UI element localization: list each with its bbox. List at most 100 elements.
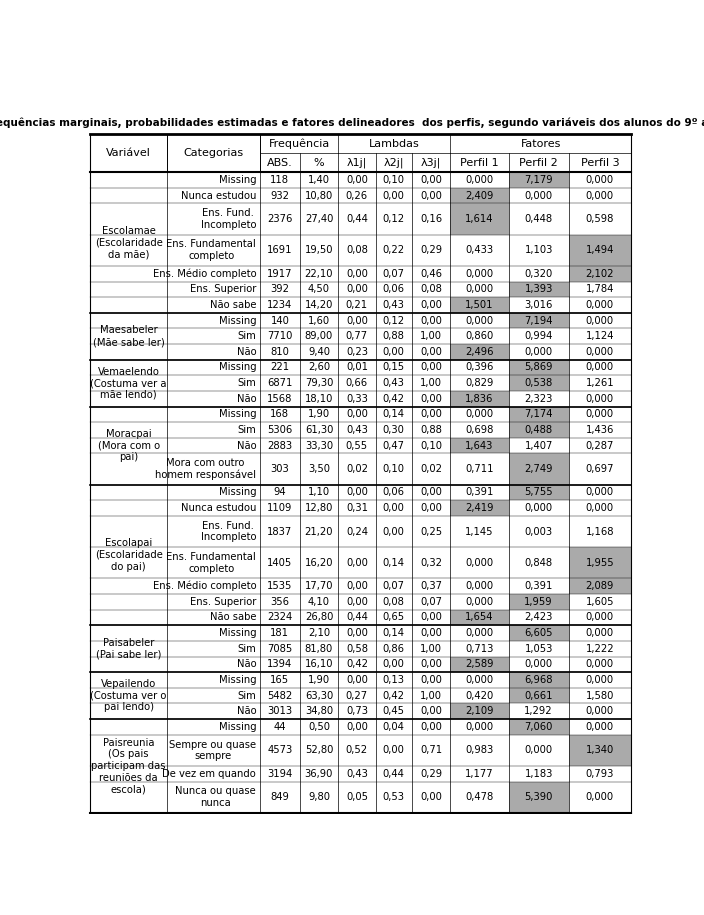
Text: 2,323: 2,323 bbox=[524, 393, 553, 404]
Text: Sim: Sim bbox=[237, 378, 256, 388]
Text: 1405: 1405 bbox=[268, 558, 292, 568]
Text: 1,90: 1,90 bbox=[308, 409, 330, 419]
Text: 0,000: 0,000 bbox=[465, 316, 494, 326]
Text: 2,10: 2,10 bbox=[308, 628, 330, 638]
Text: 2376: 2376 bbox=[267, 214, 292, 224]
Text: 0,08: 0,08 bbox=[383, 597, 405, 607]
Text: Missing: Missing bbox=[218, 175, 256, 185]
Text: 61,30: 61,30 bbox=[305, 425, 333, 435]
Text: 0,00: 0,00 bbox=[420, 409, 442, 419]
Text: Missing: Missing bbox=[218, 675, 256, 685]
Text: 1,90: 1,90 bbox=[308, 675, 330, 685]
Text: Moracpai
(Mora com o
pai): Moracpai (Mora com o pai) bbox=[98, 429, 160, 462]
Bar bbox=[509, 625, 569, 640]
Text: 0,00: 0,00 bbox=[420, 612, 442, 622]
Text: 0,000: 0,000 bbox=[586, 347, 614, 357]
Text: Missing: Missing bbox=[218, 722, 256, 732]
Text: 0,44: 0,44 bbox=[383, 769, 405, 779]
Text: 6,605: 6,605 bbox=[524, 628, 553, 638]
Text: 0,00: 0,00 bbox=[420, 503, 442, 513]
Text: 2,423: 2,423 bbox=[524, 612, 553, 622]
Bar bbox=[509, 313, 569, 328]
Text: 0,12: 0,12 bbox=[383, 214, 405, 224]
Text: 1,103: 1,103 bbox=[524, 245, 553, 255]
Text: 7,174: 7,174 bbox=[524, 409, 553, 419]
Text: 6871: 6871 bbox=[267, 378, 292, 388]
Bar bbox=[509, 594, 569, 609]
Text: 0,433: 0,433 bbox=[465, 245, 494, 255]
Text: 0,02: 0,02 bbox=[346, 464, 368, 474]
Text: 4573: 4573 bbox=[268, 746, 292, 755]
Text: 1568: 1568 bbox=[267, 393, 292, 404]
Text: 7,194: 7,194 bbox=[524, 316, 553, 326]
Text: 2883: 2883 bbox=[268, 441, 292, 450]
Text: 1109: 1109 bbox=[267, 503, 292, 513]
Text: 0,32: 0,32 bbox=[420, 558, 442, 568]
Text: 0,000: 0,000 bbox=[586, 612, 614, 622]
Text: 7085: 7085 bbox=[268, 644, 292, 653]
Text: 0,000: 0,000 bbox=[586, 792, 614, 802]
Text: 1,053: 1,053 bbox=[524, 644, 553, 653]
Text: 1,124: 1,124 bbox=[586, 331, 614, 341]
Text: λ2j|: λ2j| bbox=[384, 157, 404, 168]
Text: 0,86: 0,86 bbox=[383, 644, 405, 653]
Text: 0,000: 0,000 bbox=[586, 409, 614, 419]
Text: 0,30: 0,30 bbox=[383, 425, 405, 435]
Text: 0,00: 0,00 bbox=[420, 175, 442, 185]
Text: Mora com outro
homem responsável: Mora com outro homem responsável bbox=[155, 458, 256, 480]
Bar bbox=[450, 704, 509, 719]
Text: 1,40: 1,40 bbox=[308, 175, 330, 185]
Text: 34,80: 34,80 bbox=[305, 706, 333, 716]
Bar bbox=[509, 172, 569, 188]
Text: 0,000: 0,000 bbox=[524, 660, 553, 670]
Text: 21,20: 21,20 bbox=[305, 526, 333, 536]
Text: λ1j|: λ1j| bbox=[347, 157, 367, 168]
Text: 118: 118 bbox=[270, 175, 289, 185]
Text: 0,00: 0,00 bbox=[346, 269, 368, 279]
Text: 3194: 3194 bbox=[268, 769, 292, 779]
Text: 27,40: 27,40 bbox=[305, 214, 333, 224]
Text: 0,00: 0,00 bbox=[420, 347, 442, 357]
Text: 1,222: 1,222 bbox=[586, 644, 614, 653]
Text: 2,589: 2,589 bbox=[465, 660, 494, 670]
Bar bbox=[569, 547, 631, 578]
Text: 0,00: 0,00 bbox=[420, 316, 442, 326]
Text: 1,654: 1,654 bbox=[465, 612, 494, 622]
Bar bbox=[569, 578, 631, 594]
Bar bbox=[509, 781, 569, 813]
Text: Não: Não bbox=[237, 660, 256, 670]
Bar bbox=[450, 203, 509, 234]
Text: 165: 165 bbox=[270, 675, 289, 685]
Text: Frequência: Frequência bbox=[268, 139, 329, 149]
Text: 0,43: 0,43 bbox=[346, 425, 368, 435]
Text: Não: Não bbox=[237, 393, 256, 404]
Text: 1,261: 1,261 bbox=[586, 378, 614, 388]
Text: 1,614: 1,614 bbox=[465, 214, 494, 224]
Text: 1535: 1535 bbox=[267, 581, 292, 591]
Text: 17,70: 17,70 bbox=[305, 581, 333, 591]
Text: 22,10: 22,10 bbox=[305, 269, 333, 279]
Text: 0,538: 0,538 bbox=[524, 378, 553, 388]
Text: 0,000: 0,000 bbox=[465, 558, 494, 568]
Text: 0,000: 0,000 bbox=[465, 628, 494, 638]
Text: 0,71: 0,71 bbox=[420, 746, 442, 755]
Text: 0,000: 0,000 bbox=[586, 660, 614, 670]
Text: 932: 932 bbox=[270, 190, 289, 200]
Text: 18,10: 18,10 bbox=[305, 393, 333, 404]
Text: Variável: Variável bbox=[106, 148, 151, 158]
Text: 0,00: 0,00 bbox=[420, 675, 442, 685]
Text: 0,000: 0,000 bbox=[586, 503, 614, 513]
Text: 0,01: 0,01 bbox=[346, 362, 368, 372]
Text: 0,24: 0,24 bbox=[346, 526, 368, 536]
Text: Ens. Médio completo: Ens. Médio completo bbox=[153, 581, 256, 591]
Text: Nunca ou quase
nunca: Nunca ou quase nunca bbox=[175, 786, 256, 808]
Text: Sim: Sim bbox=[237, 644, 256, 653]
Text: 0,598: 0,598 bbox=[586, 214, 614, 224]
Text: 1,393: 1,393 bbox=[524, 285, 553, 295]
Text: 5,869: 5,869 bbox=[524, 362, 553, 372]
Text: Ens. Médio completo: Ens. Médio completo bbox=[153, 268, 256, 279]
Text: 1,00: 1,00 bbox=[420, 331, 442, 341]
Text: 0,488: 0,488 bbox=[524, 425, 553, 435]
Text: 0,391: 0,391 bbox=[465, 488, 494, 498]
Text: 0,000: 0,000 bbox=[465, 581, 494, 591]
